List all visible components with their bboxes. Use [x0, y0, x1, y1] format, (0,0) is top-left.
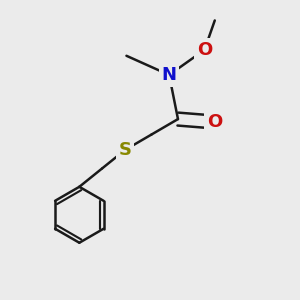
Text: O: O	[207, 113, 222, 131]
Text: S: S	[118, 141, 131, 159]
Text: N: N	[162, 66, 177, 84]
Text: O: O	[197, 41, 212, 59]
